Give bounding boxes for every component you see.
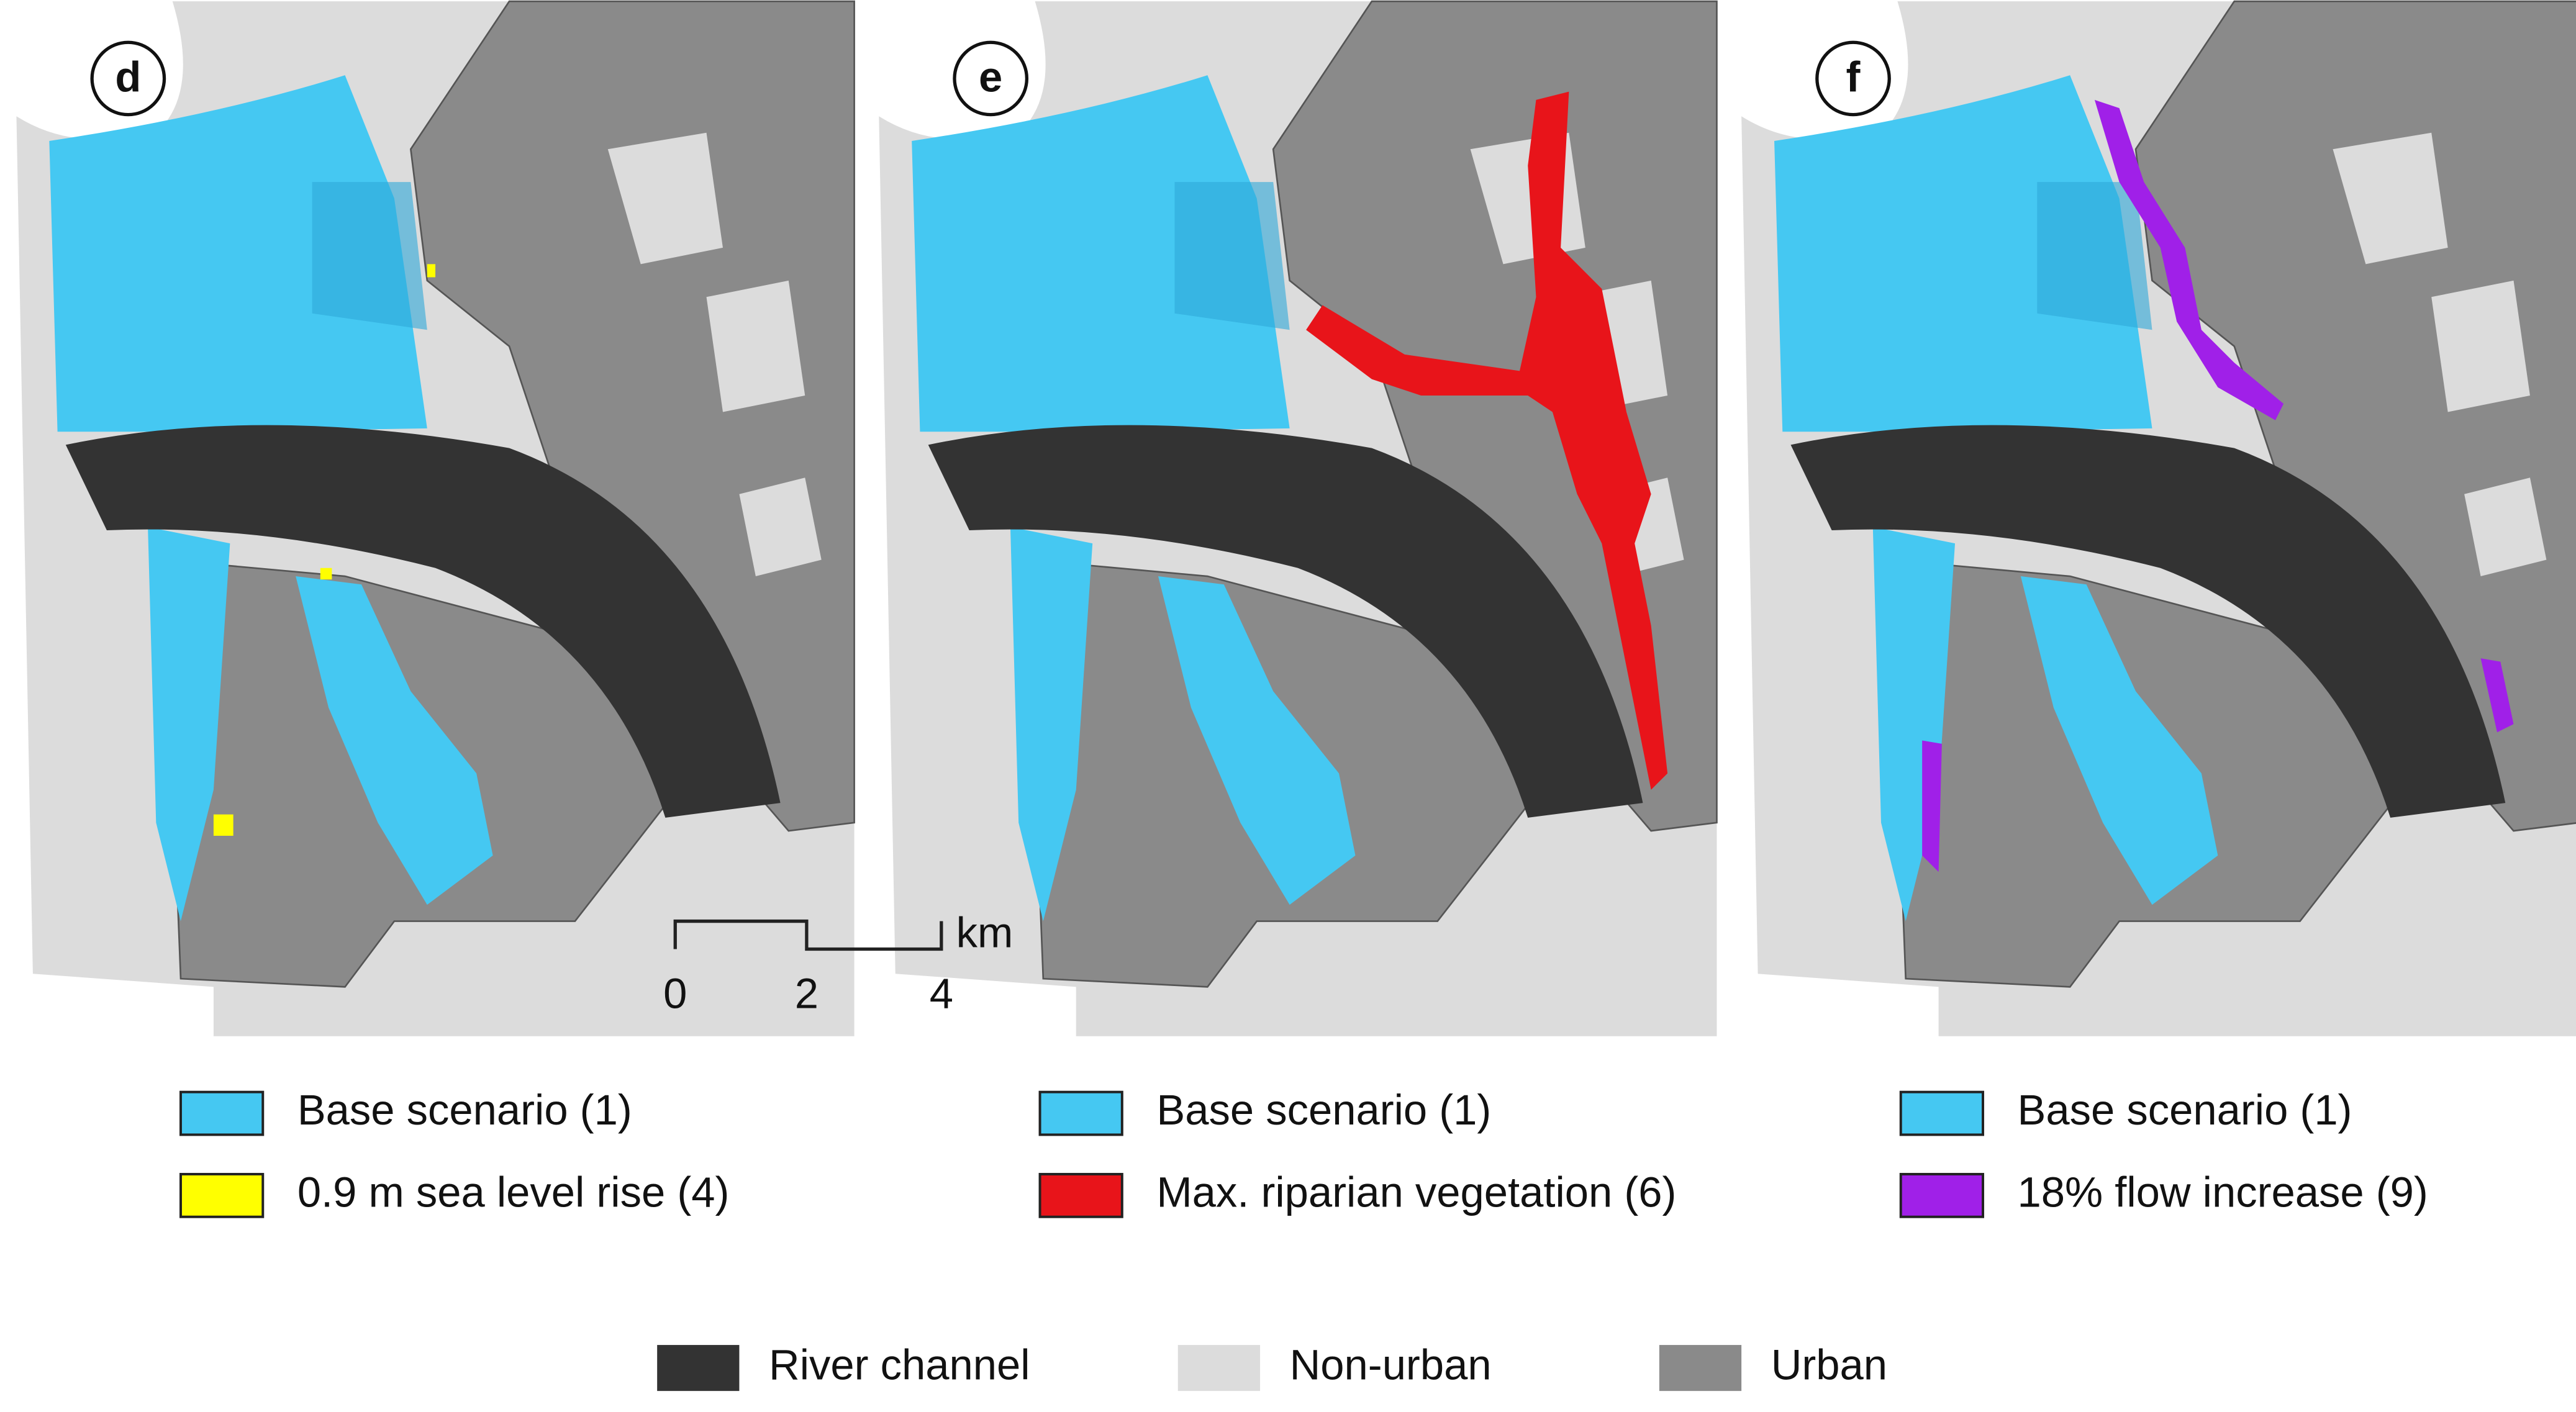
map-panels: d e f — [16, 0, 2576, 1038]
panel-label: e — [979, 53, 1002, 101]
scale-label: 0 — [663, 969, 687, 1017]
legend-swatch — [179, 1172, 265, 1218]
legend-label: River channel — [769, 1341, 1030, 1388]
panel-label-circle — [1815, 40, 1891, 117]
legend-label: Base scenario (1) — [2018, 1086, 2352, 1134]
basemap — [16, 0, 855, 1038]
legend-label: Base scenario (1) — [297, 1086, 632, 1134]
map-panel: e — [878, 0, 1718, 1038]
map-panel: f — [1740, 0, 2576, 1038]
legend-swatch — [1659, 1345, 1742, 1392]
panel-label: f — [1846, 53, 1861, 101]
panel-label-circle — [953, 40, 1029, 117]
legend-swatch — [179, 1090, 265, 1136]
legend-label: Max. riparian vegetation (6) — [1156, 1169, 1676, 1216]
legend-swatch — [1177, 1345, 1261, 1392]
panel-label-circle — [90, 40, 166, 117]
scale-bar — [673, 919, 943, 951]
scale-label: 2 — [795, 969, 819, 1017]
legend-swatch — [657, 1345, 740, 1392]
legend-swatch — [1038, 1090, 1123, 1136]
basemap — [1740, 0, 2576, 1038]
legend-label: Urban — [1771, 1341, 1887, 1388]
legend-label: Non-urban — [1290, 1341, 1492, 1388]
map-panel: d — [16, 0, 855, 1038]
scenario-overlay — [1306, 91, 1668, 790]
legend-label: Base scenario (1) — [1156, 1086, 1491, 1134]
panel-label: d — [115, 53, 141, 101]
legend-swatch — [1899, 1172, 1984, 1218]
scale-unit: km — [956, 909, 1014, 957]
legend-label: 18% flow increase (9) — [2018, 1169, 2428, 1216]
legend-label: 0.9 m sea level rise (4) — [297, 1169, 730, 1216]
scale-label: 4 — [930, 969, 953, 1017]
legend-swatch — [1038, 1172, 1123, 1218]
legend-swatch — [1899, 1090, 1984, 1136]
